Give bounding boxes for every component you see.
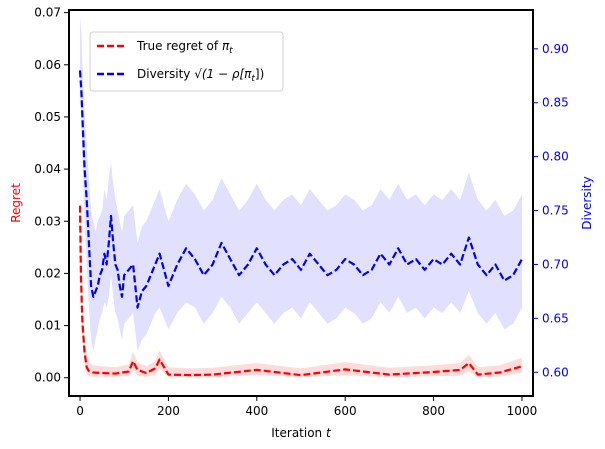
legend-label-regret-text: True regret of <box>136 39 222 53</box>
right-y-tick-label: 0.75 <box>542 204 569 218</box>
left-y-tick-label: 0.02 <box>34 266 61 280</box>
x-tick-label: 800 <box>422 404 445 418</box>
right-y-tick-label: 0.80 <box>542 150 569 164</box>
x-tick-label: 1000 <box>507 404 538 418</box>
left-y-tick-label: 0.05 <box>34 110 61 124</box>
x-axis-title: Iteration t <box>271 426 332 440</box>
regret-line <box>78 205 523 377</box>
x-tick-label: 400 <box>245 404 268 418</box>
confidence-bands <box>80 16 522 378</box>
right-y-tick-label: 0.90 <box>542 42 569 56</box>
left-y-tick-label: 0.07 <box>34 6 61 20</box>
left-y-tick-label: 0.06 <box>34 58 61 72</box>
x-axis-ticks: 0 200 400 600 800 1000 <box>76 396 537 418</box>
right-y-axis-title: Diversity <box>580 176 594 229</box>
right-y-tick-label: 0.65 <box>542 311 569 325</box>
left-y-axis-ticks: 0.00 0.01 0.02 0.03 0.04 0.05 0.06 0.07 <box>34 6 69 385</box>
plot-frame <box>68 9 534 397</box>
left-y-axis-title: Regret <box>9 183 23 223</box>
legend-label-regret-pi: π <box>222 39 230 53</box>
legend-label-diversity-sub: t <box>251 74 255 84</box>
legend-label-diversity: Diversity √(1 − ρ[πt]) <box>137 67 264 84</box>
right-y-tick-label: 0.60 <box>542 365 569 379</box>
left-y-tick-label: 0.03 <box>34 214 61 228</box>
x-tick-label: 200 <box>157 404 180 418</box>
left-y-tick-label: 0.01 <box>34 319 61 333</box>
right-y-tick-label: 0.85 <box>542 96 569 110</box>
legend-label-diversity-close: ]) <box>255 67 264 81</box>
legend-label-diversity-math: √(1 − ρ[π <box>194 67 252 81</box>
legend-label-regret-sub: t <box>229 46 233 56</box>
x-axis-title-variable: t <box>326 426 332 440</box>
right-y-axis-ticks: 0.60 0.65 0.70 0.75 0.80 0.85 0.90 <box>533 42 569 379</box>
series-lines <box>78 70 523 377</box>
x-tick-label: 600 <box>334 404 357 418</box>
left-y-tick-label: 0.00 <box>34 371 61 385</box>
x-axis-title-text: Iteration <box>271 426 322 440</box>
diversity-line <box>78 70 523 309</box>
legend-label-diversity-text: Diversity <box>137 67 194 81</box>
left-y-tick-label: 0.04 <box>34 162 61 176</box>
right-y-tick-label: 0.70 <box>542 257 569 271</box>
legend-label-regret: True regret of πt <box>136 39 233 56</box>
legend: True regret of πt Diversity √(1 − ρ[πt]) <box>89 31 284 92</box>
diversity-confidence-band <box>80 16 522 351</box>
x-tick-label: 0 <box>76 404 84 418</box>
legend-box <box>89 31 284 92</box>
